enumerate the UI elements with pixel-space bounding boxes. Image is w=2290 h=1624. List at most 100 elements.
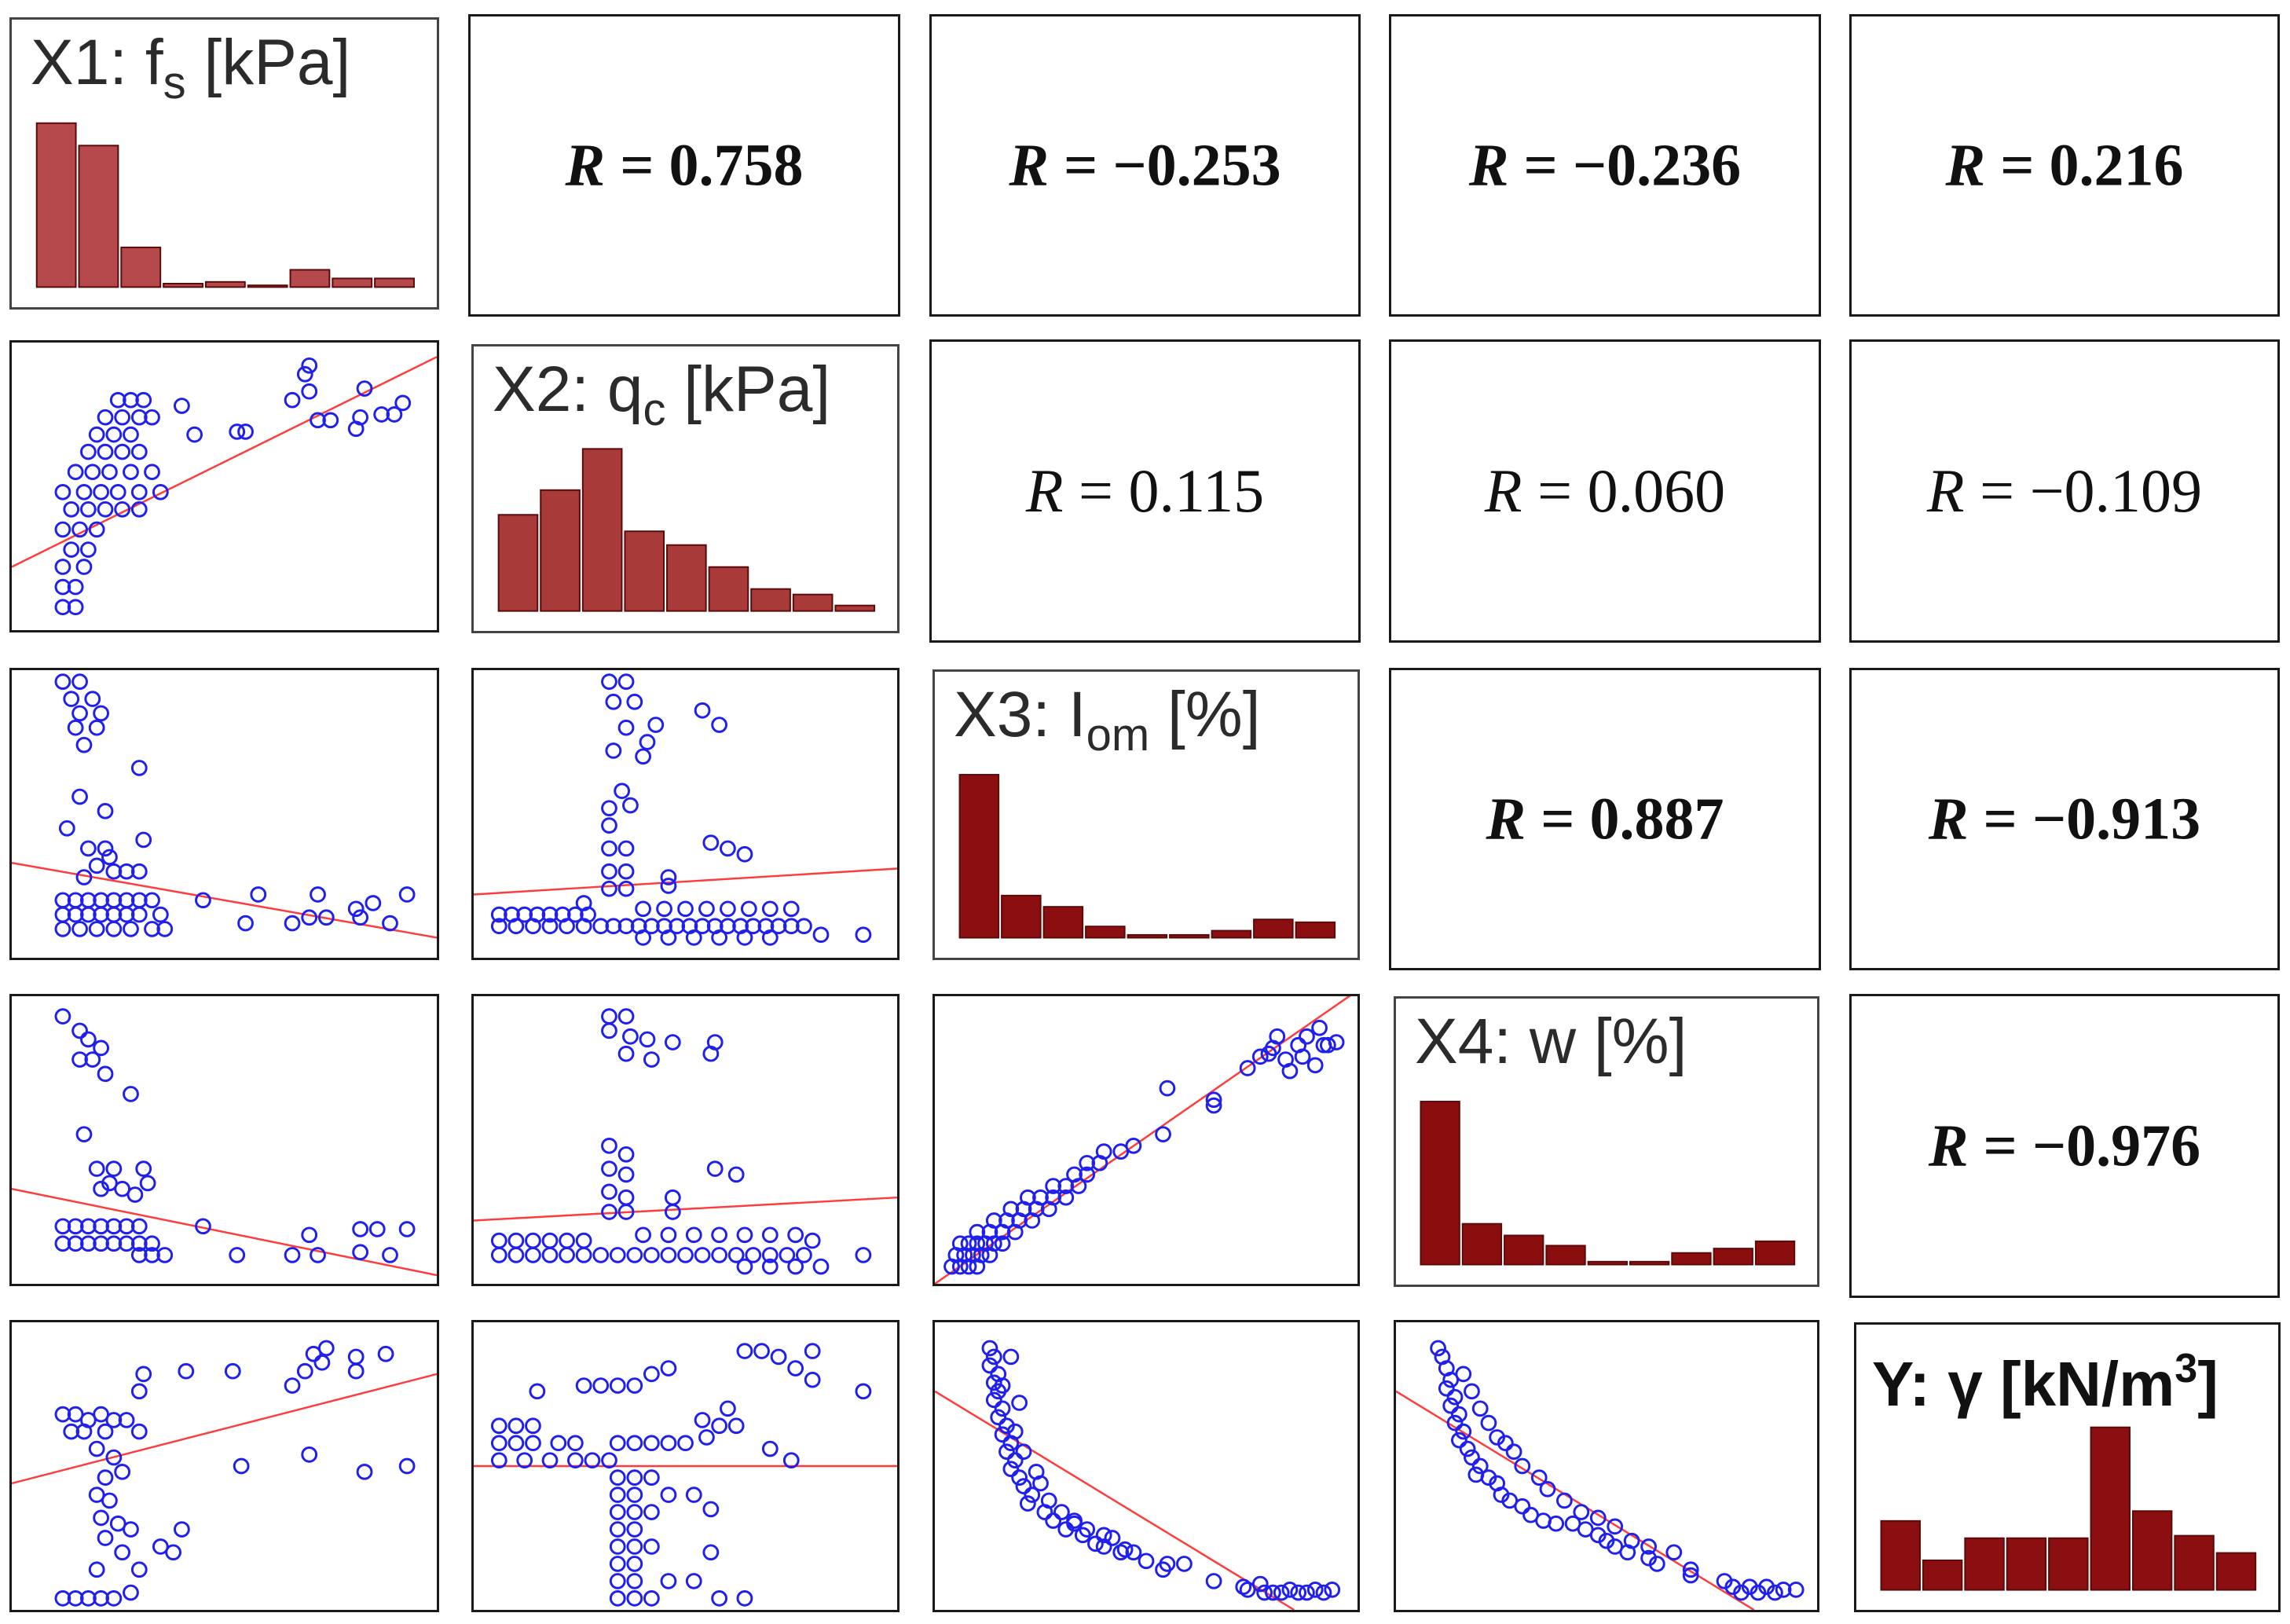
scatter-point xyxy=(301,909,318,926)
scatter-point xyxy=(643,1435,660,1452)
scatter-point xyxy=(575,918,592,935)
scatter-point xyxy=(960,1235,977,1252)
scatter-point xyxy=(123,464,139,481)
scatter-point xyxy=(770,918,787,935)
scatter-point xyxy=(609,1521,626,1538)
corr-label: R = 0.115 xyxy=(932,456,1358,526)
var-label-x2-unit: [kPa] xyxy=(665,354,831,425)
scatter-point xyxy=(1104,1530,1121,1546)
corr-label-value: = −0.253 xyxy=(1049,132,1281,198)
scatter-point xyxy=(126,1186,144,1203)
scatter-point xyxy=(575,895,592,911)
scatter-point xyxy=(152,906,169,923)
scatter-point xyxy=(609,1487,626,1503)
histogram-bar xyxy=(666,544,707,612)
scatter-point xyxy=(1159,1556,1176,1572)
scatter-point xyxy=(951,1235,969,1252)
scatter-point xyxy=(93,1039,109,1057)
scatter-point xyxy=(130,1561,148,1578)
scatter-point xyxy=(559,918,575,935)
scatter-point xyxy=(1006,1423,1024,1440)
scatter-point xyxy=(1015,1443,1032,1461)
scatter-point xyxy=(985,1374,1002,1391)
scatter-point xyxy=(1682,1561,1699,1578)
corr-label-value: = 0.115 xyxy=(1063,456,1265,525)
scatter-point xyxy=(105,921,123,937)
scatter-point xyxy=(1471,1457,1489,1475)
panel-diag-x1: X1: fs [kPa] xyxy=(9,17,439,310)
scatter-point xyxy=(224,1362,241,1380)
scatter-point xyxy=(609,1538,626,1555)
scatter-point xyxy=(156,921,174,937)
scatter-point xyxy=(130,1235,148,1252)
scatter-point xyxy=(1497,1435,1514,1452)
scatter-point xyxy=(622,797,639,814)
scatter-point xyxy=(635,900,651,918)
scatter-point xyxy=(352,1221,369,1237)
scatter-point xyxy=(114,1463,131,1480)
histogram-x4 xyxy=(1420,1101,1796,1266)
scatter-point xyxy=(1045,1189,1062,1206)
scatter-x3-x1 xyxy=(12,673,437,939)
scatter-point xyxy=(981,1357,998,1374)
scatter-point xyxy=(67,464,84,481)
panel-diag-y: Y: γ [kN/m3] xyxy=(1854,1322,2281,1612)
scatter-point xyxy=(109,483,126,500)
scatter-point xyxy=(626,1556,643,1572)
panel-diag-x3: X3: Iom [%] xyxy=(932,669,1360,960)
scatter-point xyxy=(804,1371,821,1388)
scatter-point xyxy=(601,800,617,817)
histogram-bar xyxy=(1880,1520,1921,1591)
scatter-point xyxy=(195,1218,211,1235)
scatter-point xyxy=(105,1218,123,1235)
scatter-point xyxy=(998,1443,1015,1461)
scatter-point xyxy=(584,1452,601,1469)
histogram-bar xyxy=(1001,894,1042,939)
scatter-point xyxy=(130,443,148,460)
scatter-point xyxy=(54,1218,71,1235)
scatter-point xyxy=(617,1045,635,1062)
scatter-point xyxy=(855,1383,872,1400)
scatter-point xyxy=(702,1501,720,1518)
scatter-point xyxy=(1455,1423,1472,1440)
scatter-point xyxy=(317,909,335,926)
histogram-bar xyxy=(540,489,581,612)
scatter-point xyxy=(97,1065,114,1083)
scatter-point xyxy=(1306,1582,1324,1598)
scatter-point xyxy=(67,578,84,596)
scatter-point xyxy=(1095,1538,1112,1555)
scatter-point xyxy=(1066,1512,1083,1529)
scatter-point xyxy=(97,1423,114,1440)
scatter-point xyxy=(609,1573,626,1589)
scatter-point xyxy=(1205,1573,1222,1589)
scatter-point xyxy=(592,918,610,935)
corr-label-value: = 0.216 xyxy=(1985,132,2184,198)
scatter-point xyxy=(233,1457,250,1475)
scatter-point xyxy=(284,391,301,409)
panel-corr-x3-y: R = −0.913 xyxy=(1849,668,2280,970)
scatter-point xyxy=(566,1452,584,1469)
scatter-point xyxy=(601,880,617,897)
scatter-x4-x2 xyxy=(474,1008,897,1275)
scatter-point xyxy=(195,892,211,909)
scatter-point xyxy=(745,1247,762,1263)
scatter-point xyxy=(54,559,71,575)
scatter-point xyxy=(601,1183,617,1201)
scatter-point xyxy=(617,673,635,690)
scatter-point xyxy=(507,1435,525,1452)
scatter-point xyxy=(507,1232,525,1249)
scatter-point xyxy=(1607,1518,1624,1535)
scatter-point xyxy=(305,1345,322,1362)
scatter-point xyxy=(609,1469,626,1486)
scatter-point xyxy=(63,500,80,518)
scatter-point xyxy=(54,599,71,616)
scatter-point xyxy=(1019,1189,1036,1206)
corr-label-r: R xyxy=(1928,1113,1969,1179)
scatter-point xyxy=(54,483,71,500)
scatter-point xyxy=(1011,1395,1028,1411)
panel-corr-x1-x3: R = −0.253 xyxy=(929,14,1361,317)
scatter-point xyxy=(490,1247,507,1263)
scatter-point xyxy=(54,1406,71,1423)
scatter-point xyxy=(54,578,71,596)
scatter-point xyxy=(761,1247,779,1263)
